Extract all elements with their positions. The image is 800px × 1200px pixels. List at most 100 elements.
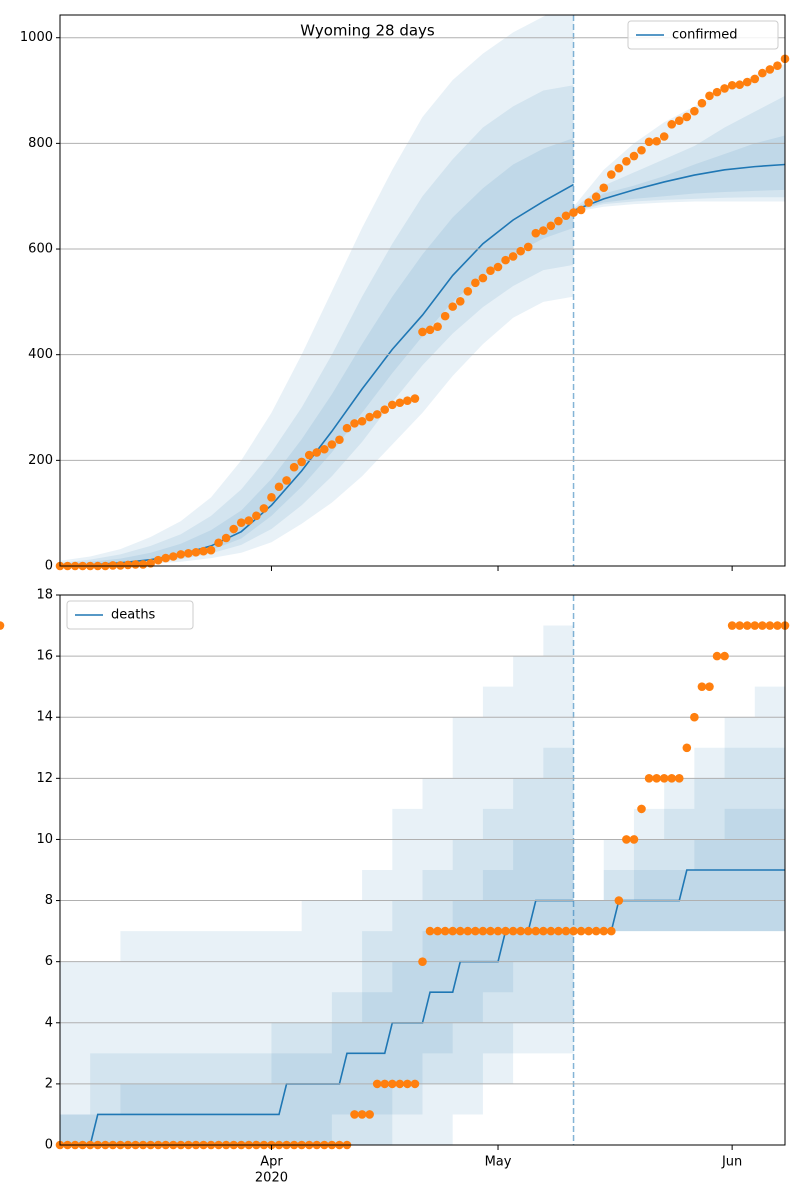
observed-point: [584, 198, 593, 207]
observed-point: [433, 926, 442, 936]
observed-point: [523, 242, 533, 252]
x-year-label: 2020: [255, 1171, 288, 1186]
observed-point: [116, 561, 125, 570]
uncertainty-band: [60, 808, 574, 1145]
observed-point: [289, 462, 299, 472]
y-tick-label: 0: [45, 1138, 53, 1153]
observed-point: [418, 327, 427, 337]
observed-point: [727, 80, 737, 90]
observed-point: [387, 400, 397, 410]
observed-point: [569, 926, 578, 936]
observed-point: [342, 423, 352, 433]
observed-point: [591, 192, 601, 202]
observed-point: [750, 621, 760, 630]
observed-point: [750, 74, 760, 84]
uncertainty-band: [573, 95, 785, 212]
uncertainty-band: [60, 138, 574, 566]
observed-point: [267, 493, 276, 502]
observed-point: [546, 926, 556, 936]
observed-point: [425, 325, 435, 335]
observed-point: [410, 394, 420, 403]
legend-box: [627, 20, 779, 50]
x-tick-label: Apr: [260, 1155, 283, 1170]
observed-point: [501, 255, 510, 265]
observed-point: [614, 896, 624, 905]
observed-point: [622, 157, 631, 166]
observed-point: [690, 106, 699, 116]
observed-point: [516, 246, 525, 256]
observed-point: [637, 804, 646, 814]
observed-point: [410, 1079, 420, 1089]
observed-point: [523, 926, 533, 936]
observed-point: [622, 835, 631, 844]
x-tick-label: Jun: [721, 1155, 742, 1170]
observed-point: [607, 170, 616, 179]
observed-point: [463, 286, 473, 296]
observed-point: [380, 405, 390, 414]
observed-point: [448, 926, 458, 936]
observed-point: [493, 262, 503, 272]
observed-point: [667, 774, 677, 783]
uncertainty-band: [573, 778, 785, 932]
observed-point: [199, 546, 208, 556]
observed-point: [440, 926, 450, 936]
observed-point: [584, 926, 593, 936]
plot-area: [60, 595, 785, 1145]
observed-point: [176, 550, 186, 559]
observed-point: [335, 435, 344, 445]
observed-point: [690, 712, 699, 722]
observed-point: [418, 957, 427, 966]
y-tick-label: 600: [28, 242, 53, 257]
observed-point: [758, 68, 767, 78]
observed-point: [395, 1079, 405, 1089]
legend-box: [66, 600, 194, 630]
observed-point: [765, 65, 775, 74]
observed-point: [425, 926, 435, 936]
observed-point: [712, 87, 722, 97]
observed-point: [501, 926, 510, 936]
observed-point: [387, 1079, 397, 1089]
observed-point: [108, 561, 118, 570]
observed-point: [350, 419, 359, 428]
observed-point: [327, 440, 337, 449]
observed-point: [561, 926, 571, 936]
observed-point: [274, 482, 284, 492]
observed-point: [546, 221, 556, 231]
observed-point: [599, 183, 609, 193]
observed-point: [365, 1110, 374, 1119]
observed-point: [720, 84, 729, 93]
observed-point: [682, 743, 692, 753]
y-tick-label: 800: [28, 136, 53, 151]
observed-point: [372, 410, 382, 419]
observed-point: [561, 211, 571, 221]
uncertainty-band: [60, 595, 574, 1145]
observed-point: [486, 266, 495, 275]
observed-point: [244, 516, 254, 525]
observed-point: [742, 77, 752, 87]
observed-point: [440, 311, 450, 321]
uncertainty-band: [60, 85, 574, 566]
y-tick-label: 4: [45, 1015, 53, 1030]
observed-point: [350, 1110, 359, 1119]
observed-point: [531, 926, 541, 936]
y-tick-label: 0: [45, 559, 53, 574]
observed-point: [644, 137, 654, 147]
observed-point: [471, 926, 480, 936]
observed-point: [380, 1079, 390, 1089]
observed-point: [599, 926, 609, 936]
y-tick-label: 8: [45, 893, 53, 908]
observed-point: [123, 560, 133, 570]
observed-point: [652, 136, 661, 146]
observed-point: [644, 774, 654, 783]
observed-point: [153, 555, 163, 565]
observed-point: [735, 80, 744, 90]
observed-point: [591, 926, 601, 936]
uncertainty-band: [573, 64, 785, 213]
uncertainty-band: [60, 15, 574, 566]
observed-point: [320, 444, 329, 454]
observed-point: [614, 163, 624, 173]
observed-point: [304, 450, 314, 460]
uncertainty-band: [573, 717, 785, 932]
observed-point: [576, 205, 586, 215]
